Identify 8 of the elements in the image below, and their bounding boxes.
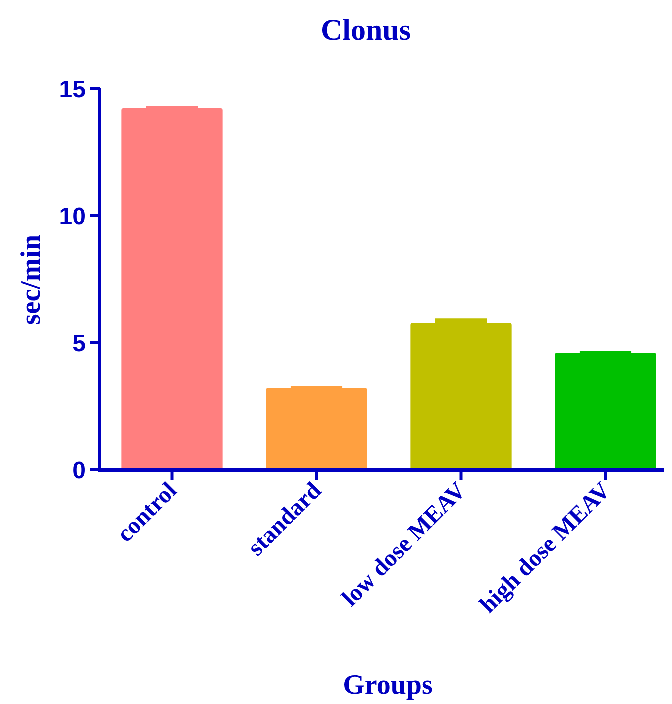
y-tick-label: 0 xyxy=(72,458,86,485)
bar xyxy=(266,388,368,470)
chart-title: Clonus xyxy=(320,14,412,47)
y-tick-label: 15 xyxy=(59,76,86,104)
y-tick-label: 5 xyxy=(72,330,86,358)
x-axis-title: Groups xyxy=(343,670,433,701)
y-tick-label: 10 xyxy=(59,204,86,231)
y-axis-title: sec/min xyxy=(16,234,47,326)
